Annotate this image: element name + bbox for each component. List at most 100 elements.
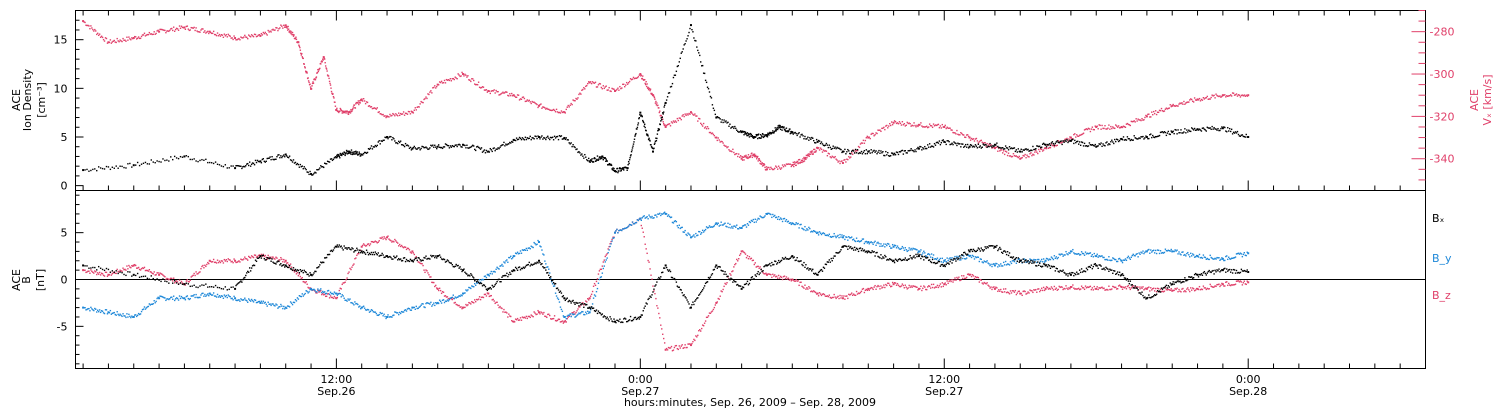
data-point <box>1150 287 1152 289</box>
data-point <box>806 157 808 159</box>
data-point <box>249 257 252 259</box>
data-point <box>574 313 576 315</box>
data-point <box>599 276 602 279</box>
data-point <box>937 142 940 144</box>
data-point <box>589 81 592 83</box>
data-point <box>1182 287 1184 290</box>
data-point <box>902 247 905 249</box>
data-point <box>205 32 207 34</box>
data-point <box>321 166 323 168</box>
data-point <box>1095 255 1098 258</box>
data-point <box>1087 145 1090 147</box>
data-point <box>648 139 651 141</box>
data-point <box>1004 288 1007 290</box>
data-point <box>340 296 342 298</box>
data-point <box>309 83 311 85</box>
data-point <box>998 264 1000 266</box>
data-point <box>634 77 637 79</box>
data-point <box>336 156 339 158</box>
data-point <box>822 232 825 234</box>
data-point <box>677 65 680 67</box>
data-point <box>682 231 684 233</box>
data-point <box>314 171 316 173</box>
data-point <box>322 292 324 295</box>
data-point <box>271 303 273 305</box>
data-point <box>818 149 821 151</box>
data-point <box>339 287 341 290</box>
data-point <box>813 291 816 293</box>
data-point <box>1241 134 1244 136</box>
data-point <box>262 158 265 160</box>
data-point <box>837 147 839 149</box>
data-point <box>1037 288 1039 290</box>
data-point <box>631 221 634 223</box>
data-point <box>106 275 109 278</box>
data-point <box>212 292 215 294</box>
data-point <box>544 315 546 317</box>
data-point <box>96 169 98 172</box>
data-point <box>805 138 807 140</box>
data-point <box>669 216 672 219</box>
data-point <box>573 99 575 102</box>
data-point <box>911 286 913 288</box>
data-point <box>874 284 876 287</box>
data-point <box>354 258 356 260</box>
data-point <box>896 151 899 154</box>
data-point <box>956 144 958 147</box>
data-point <box>1191 128 1194 130</box>
data-point <box>317 289 319 292</box>
data-point <box>735 262 737 265</box>
data-point <box>248 161 251 163</box>
data-point <box>964 136 966 138</box>
data-point <box>307 77 309 79</box>
data-point <box>107 273 110 276</box>
data-point <box>892 245 895 248</box>
data-point <box>751 156 754 159</box>
data-point <box>310 88 313 90</box>
data-point <box>435 146 437 148</box>
data-point <box>621 87 623 89</box>
data-point <box>150 303 152 305</box>
data-point <box>549 314 551 317</box>
data-point <box>804 135 806 138</box>
data-point <box>1131 139 1133 141</box>
data-point <box>576 310 578 312</box>
data-point <box>912 125 914 127</box>
data-point <box>1201 288 1204 291</box>
data-point <box>162 158 164 160</box>
data-point <box>438 299 441 301</box>
data-point <box>287 28 290 30</box>
data-point <box>483 149 486 151</box>
data-point <box>256 255 259 258</box>
data-point <box>629 157 631 159</box>
data-point <box>1131 120 1133 123</box>
data-point <box>1199 288 1202 291</box>
data-point <box>223 33 226 35</box>
data-point <box>1061 141 1063 144</box>
data-point <box>609 90 611 92</box>
data-point <box>1054 142 1057 145</box>
data-point <box>674 74 677 76</box>
data-point <box>896 282 899 285</box>
data-point <box>412 252 415 254</box>
data-point <box>529 316 531 319</box>
data-point <box>250 163 253 165</box>
data-point <box>1122 136 1125 138</box>
data-point <box>1163 110 1166 112</box>
data-point <box>276 257 278 259</box>
data-point <box>487 150 490 153</box>
data-point <box>317 288 319 290</box>
data-point <box>1236 95 1239 97</box>
data-point <box>788 222 791 225</box>
data-point <box>1188 289 1190 291</box>
data-point <box>482 150 485 152</box>
data-point <box>409 146 412 149</box>
data-point <box>1178 132 1180 134</box>
data-point <box>373 311 376 313</box>
data-point <box>885 243 887 245</box>
data-point <box>225 34 228 36</box>
data-point <box>704 320 707 322</box>
data-point <box>332 297 335 300</box>
data-point <box>317 169 319 171</box>
data-point <box>599 83 602 85</box>
